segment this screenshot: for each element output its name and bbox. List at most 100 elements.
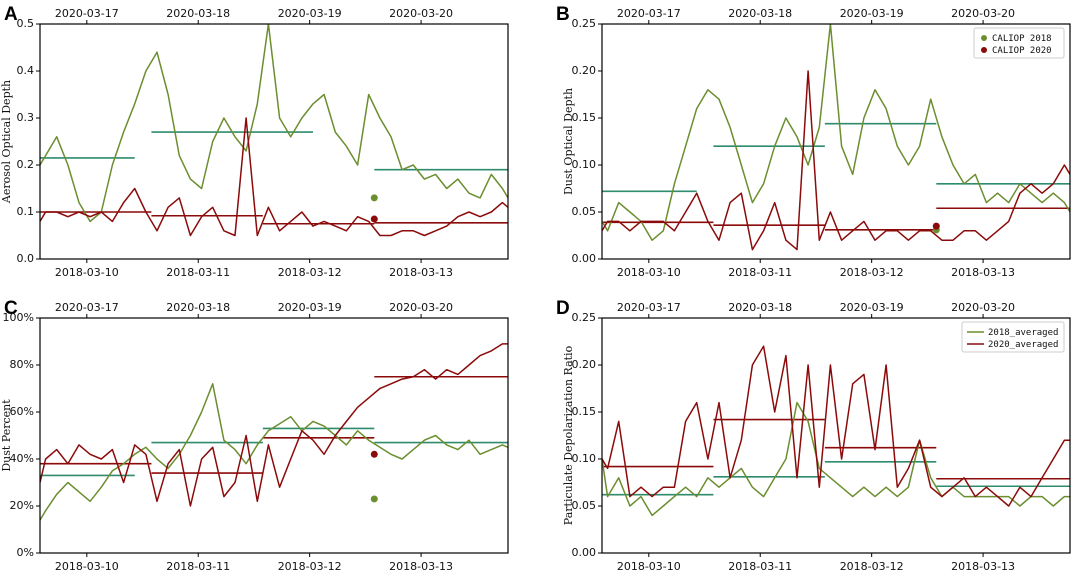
- panel-a-caliop-2020-point: [370, 215, 378, 223]
- panel-c-plot-area: [40, 343, 508, 521]
- panel-d-ytick-label: 0.25: [572, 311, 597, 324]
- panel-b-legend-label: CALIOP 2020: [992, 46, 1052, 56]
- panel-b-legend: CALIOP 2018 CALIOP 2020: [973, 27, 1065, 59]
- panel-c-ytick-label: 100%: [3, 311, 34, 324]
- panel-d-top-tick-label: 2020-03-20: [951, 301, 1015, 314]
- panel-d-bottom-tick-label: 2018-03-10: [617, 560, 681, 570]
- panel-d-ytick-label: 0.00: [572, 546, 597, 559]
- panel-a-ytick-label: 0.5: [17, 17, 35, 30]
- panel-d-bottom-tick-label: 2018-03-11: [728, 560, 792, 570]
- panel-c-ytick-label: 0%: [17, 546, 34, 559]
- panel-a-series-2020-line: [40, 117, 508, 237]
- panel-b: B 0.00 0.05 0.10 0.15 0.20 0.25 Dust Optical De…: [556, 4, 1071, 279]
- panel-b-top-tick-label: 2020-03-17: [617, 7, 681, 20]
- panel-a-top-tick-label: 2020-03-17: [55, 7, 119, 20]
- panel-a-ytick-label: 0.3: [17, 111, 35, 124]
- panel-a-top-tick-label: 2020-03-18: [166, 7, 230, 20]
- panel-c-ytick-label: 80%: [10, 358, 34, 371]
- panel-d-plot-area: [602, 345, 1070, 517]
- panel-d-ytick-label: 0.15: [572, 405, 597, 418]
- panel-d-letter: D: [556, 298, 570, 319]
- panel-b-legend-marker: [981, 35, 987, 41]
- panel-d-ytick-label: 0.20: [572, 358, 597, 371]
- panel-b-bottom-tick-label: 2018-03-11: [728, 266, 792, 279]
- panel-d-legend-label: 2018_averaged: [988, 328, 1058, 338]
- panel-d-bottom-tick-label: 2018-03-12: [840, 560, 904, 570]
- panel-c-bottom-tick-label: 2018-03-12: [278, 560, 342, 570]
- panel-b-caliop-2020-point: [932, 222, 940, 230]
- panel-d-axes-frame: [601, 317, 1071, 554]
- panel-d-top-tick-label: 2020-03-17: [617, 301, 681, 314]
- panel-d-ylabel: Particulate Depolarization Ratio: [562, 345, 575, 525]
- panel-b-bottom-tick-label: 2018-03-12: [840, 266, 904, 279]
- panel-d-bottom-tick-label: 2018-03-13: [951, 560, 1015, 570]
- panel-b-top-tick-label: 2020-03-20: [951, 7, 1015, 20]
- panel-d-series-2018-line: [602, 401, 1070, 517]
- panel-d-series-2020-line: [602, 345, 1070, 507]
- panel-c-bottom-tick-label: 2018-03-10: [55, 560, 119, 570]
- panel-b-ylabel: Dust Optical Depth: [562, 88, 575, 195]
- panel-b-ytick-label: 0.25: [572, 17, 597, 30]
- panel-a-ytick-label: 0.1: [17, 205, 35, 218]
- panel-b-ytick-label: 0.15: [572, 111, 597, 124]
- panel-a-bottom-tick-label: 2018-03-10: [55, 266, 119, 279]
- panel-a-top-tick-label: 2020-03-19: [278, 7, 342, 20]
- panel-a-ylabel: Aerosol Optical Depth: [0, 80, 13, 204]
- panel-c-top-tick-label: 2020-03-18: [166, 301, 230, 314]
- panel-c-caliop-2020-point: [370, 450, 378, 458]
- panel-a-ytick-label: 0.4: [17, 64, 35, 77]
- panel-c-axes-frame: [39, 317, 509, 554]
- panel-a-top-tick-label: 2020-03-20: [389, 7, 453, 20]
- panel-c-series-2020-line: [40, 343, 508, 507]
- panel-c-bottom-tick-label: 2018-03-13: [389, 560, 453, 570]
- panel-c-bottom-tick-label: 2018-03-11: [166, 560, 230, 570]
- panel-a: A 0.0 0.1 0.2 0.3 0.4 0.5 Aerosol Optical Depth…: [0, 4, 509, 279]
- panel-c-letter: C: [4, 298, 18, 319]
- panel-a-bottom-tick-label: 2018-03-11: [166, 266, 230, 279]
- panel-b-legend-box: [973, 27, 1065, 59]
- panel-a-series-2018-line: [40, 24, 508, 223]
- panel-d-top-tick-label: 2020-03-18: [728, 301, 792, 314]
- panel-a-ytick-label: 0.0: [17, 252, 35, 265]
- panel-b-top-tick-label: 2020-03-18: [728, 7, 792, 20]
- panel-d-legend-box: [961, 321, 1065, 353]
- panel-a-axes-frame: [39, 23, 509, 260]
- panel-b-ytick-label: 0.00: [572, 252, 597, 265]
- panel-d-legend: 2018_averaged 2020_averaged: [961, 321, 1065, 353]
- panel-d-legend-label: 2020_averaged: [988, 340, 1058, 350]
- panel-a-plot-area: [40, 24, 508, 237]
- panel-d-ytick-label: 0.10: [572, 452, 597, 465]
- panel-c-top-tick-label: 2020-03-19: [278, 301, 342, 314]
- panel-b-ytick-label: 0.20: [572, 64, 597, 77]
- panel-b-ytick-label: 0.05: [572, 205, 597, 218]
- panel-c-top-tick-label: 2020-03-20: [389, 301, 453, 314]
- panel-c-caliop-2018-point: [370, 495, 378, 503]
- panel-a-caliop-2018-point: [370, 194, 378, 202]
- panel-b-axes-frame: [601, 23, 1071, 260]
- panel-d-ytick-label: 0.05: [572, 499, 597, 512]
- panel-c-series-2018-line: [40, 383, 508, 521]
- panel-b-ytick-label: 0.10: [572, 158, 597, 171]
- panel-a-bottom-tick-label: 2018-03-12: [278, 266, 342, 279]
- panel-a-bottom-tick-label: 2018-03-13: [389, 266, 453, 279]
- panel-a-ytick-label: 0.2: [17, 158, 35, 171]
- panel-c-top-tick-label: 2020-03-17: [55, 301, 119, 314]
- panel-c-ytick-label: 20%: [10, 499, 34, 512]
- panel-b-series-2018-line: [602, 24, 1070, 241]
- panel-b-series-2020-line: [602, 70, 1070, 251]
- panel-b-plot-area: [602, 24, 1070, 251]
- panel-b-legend-marker: [981, 47, 987, 53]
- panel-c-ytick-label: 60%: [10, 405, 34, 418]
- panel-a-letter: A: [4, 4, 18, 25]
- panel-b-legend-label: CALIOP 2018: [992, 34, 1052, 44]
- panel-b-bottom-tick-label: 2018-03-13: [951, 266, 1015, 279]
- panel-c: C 0% 20% 40% 60% 80% 100% Dust Percent 2020-03-1…: [0, 298, 509, 570]
- panel-b-bottom-tick-label: 2018-03-10: [617, 266, 681, 279]
- panel-d-top-tick-label: 2020-03-19: [840, 301, 904, 314]
- panel-d: D 0.00 0.05 0.10 0.15 0.20 0.25 Particulate Dep…: [556, 298, 1071, 570]
- panel-b-letter: B: [556, 4, 570, 25]
- panel-c-ytick-label: 40%: [10, 452, 34, 465]
- panel-c-ylabel: Dust Percent: [0, 399, 13, 472]
- panel-b-top-tick-label: 2020-03-19: [840, 7, 904, 20]
